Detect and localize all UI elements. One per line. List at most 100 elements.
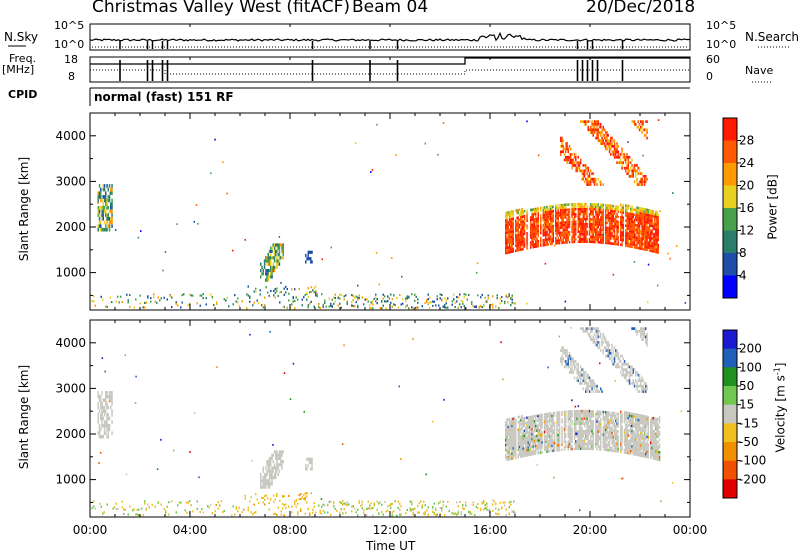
velocity-evening-cell [610, 436, 612, 440]
power-evening-cell [621, 231, 623, 234]
power-upper-cell [585, 169, 587, 173]
power-evening-cell [572, 228, 574, 231]
power-speck-cell [659, 210, 661, 213]
power-band-cell [190, 294, 192, 297]
velocity-band-cell [321, 505, 323, 508]
power-evening-cell [537, 229, 539, 233]
velocity-evening-cell [652, 442, 654, 445]
velocity-evening-cell [553, 439, 556, 442]
velocity-evening-cell [588, 430, 591, 433]
power-band-cell [402, 302, 404, 305]
power-evening-cell [636, 246, 638, 250]
power-upper-cell [563, 147, 566, 151]
power-evening-cell [638, 219, 641, 222]
power-evening-cell [512, 222, 514, 225]
velocity-evening-cell [588, 409, 591, 413]
velocity-evening-cell [525, 429, 527, 432]
velocity-band-cell [303, 498, 305, 501]
power-band-cell [274, 288, 276, 291]
power-patch-cell [272, 262, 274, 266]
power-band-cell [307, 306, 309, 309]
power-evening-cell [591, 233, 593, 236]
power-evening-cell [563, 213, 566, 217]
power-evening-cell [593, 238, 596, 241]
power-evening-cell [536, 210, 538, 213]
velocity-evening-cell [578, 424, 581, 428]
velocity-evening-cell [612, 411, 614, 415]
velocity-evening-cell [531, 428, 533, 431]
velocity-evening-cell [511, 452, 513, 455]
velocity-band-cell [282, 495, 284, 498]
velocity-evening-cell [625, 418, 627, 422]
power-evening-cell [573, 223, 576, 226]
power-evening-cell [532, 245, 534, 249]
velocity-evening-cell [575, 417, 577, 420]
velocity-evening-cell [578, 447, 581, 450]
power-evening-cell [573, 240, 576, 244]
velocity-evening-cell [605, 438, 607, 442]
power-evening-cell [577, 202, 579, 206]
power-evening-cell [625, 231, 627, 235]
power-evening-cell [610, 209, 612, 213]
power-morning-cell [97, 191, 99, 195]
power-evening-cell [566, 203, 568, 206]
velocity-evening-cell [567, 445, 569, 448]
velocity-evening-cell [635, 425, 637, 429]
velocity-evening-cell [631, 420, 633, 423]
power-evening-cell [517, 241, 519, 244]
power-evening-cell [592, 218, 594, 221]
power-evening-cell [533, 223, 536, 226]
velocity-evening-cell [585, 447, 587, 450]
velocity-evening-cell [522, 449, 524, 453]
power-upper-cell [587, 125, 589, 129]
power-evening-cell [522, 240, 524, 243]
power-evening-cell [637, 214, 639, 217]
velocity-evening-cell [620, 440, 622, 444]
power-band-cell [249, 296, 251, 299]
velocity-evening-cell [635, 420, 637, 424]
power-evening-cell [597, 225, 599, 229]
velocity-patch-cell [275, 453, 277, 457]
velocity-band-cell [387, 505, 389, 508]
power-patch-cell [277, 243, 279, 247]
velocity-patch-cell [266, 479, 268, 483]
power-evening-cell [580, 230, 582, 233]
power-evening-cell [573, 238, 576, 241]
power-evening-cell [581, 222, 583, 226]
velocity-evening-cell [615, 449, 617, 453]
nsky-series-line [89, 31, 691, 42]
velocity-evening-cell [642, 454, 644, 458]
power-band-cell [405, 300, 407, 303]
velocity-evening-cell [600, 410, 602, 413]
power-band-cell [480, 296, 482, 299]
velocity-evening-cell [633, 440, 636, 443]
velocity-evening-cell [642, 439, 644, 443]
velocity-evening-cell [655, 455, 657, 458]
velocity-band-cell [393, 510, 395, 513]
power-morning-cell [111, 217, 113, 221]
velocity-evening-cell [552, 421, 554, 425]
power-upper-cell [616, 144, 618, 148]
velocity-evening-cell [633, 450, 636, 454]
power-evening-cell [511, 210, 513, 213]
power-upper-cell [576, 169, 578, 173]
power-evening-cell [532, 208, 534, 211]
power-upper-cell [595, 180, 597, 184]
velocity-evening-cell [546, 442, 548, 446]
power-upper-cell [591, 128, 593, 132]
velocity-evening-cell [571, 432, 573, 436]
velocity-evening-cell [532, 447, 534, 451]
power-evening-cell [646, 236, 648, 239]
velocity-evening-cell [526, 449, 528, 452]
velocity-band-cell [363, 511, 365, 514]
velocity-evening-cell [532, 432, 534, 436]
velocity-evening-cell [587, 427, 589, 430]
power-evening-cell [533, 235, 536, 239]
velocity-band-cell [432, 510, 434, 513]
power-upper-cell [600, 123, 602, 126]
power-band-cell [435, 304, 437, 307]
velocity-band-cell [202, 511, 204, 514]
power-evening-cell [551, 207, 553, 211]
velocity-evening-cell [567, 432, 569, 436]
power-evening-cell [656, 220, 658, 224]
